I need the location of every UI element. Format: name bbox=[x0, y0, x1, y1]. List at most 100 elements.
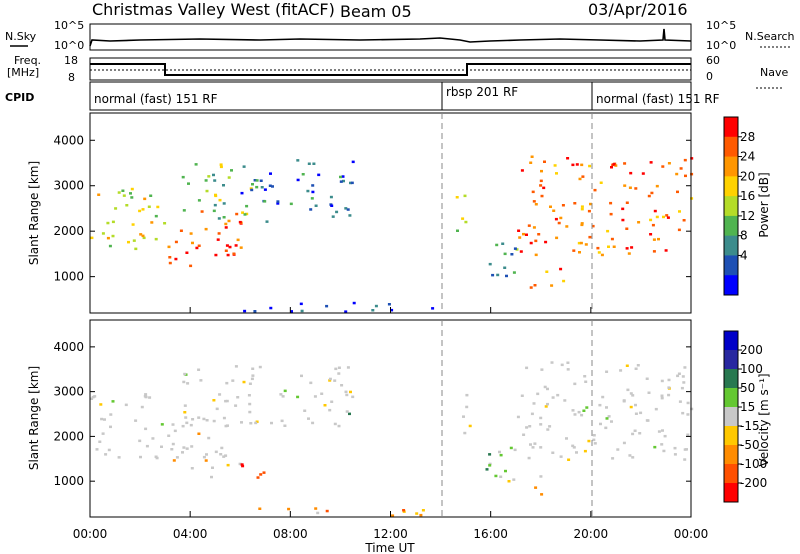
velocity-region-9 bbox=[534, 475, 544, 496]
range-cell bbox=[226, 463, 230, 467]
range-cell bbox=[554, 217, 558, 221]
colorbar-swatch bbox=[724, 464, 738, 484]
range-cell bbox=[686, 413, 690, 416]
range-cell bbox=[172, 459, 176, 462]
range-cell bbox=[269, 172, 272, 175]
y-tick-label: 2000 bbox=[53, 429, 84, 443]
range-cell bbox=[254, 421, 258, 425]
range-cell bbox=[148, 396, 152, 399]
range-cell bbox=[534, 253, 538, 257]
range-cell bbox=[122, 194, 126, 197]
range-cell bbox=[534, 486, 538, 489]
range-cell bbox=[134, 247, 138, 251]
range-cell bbox=[542, 186, 546, 190]
range-cell bbox=[139, 455, 142, 459]
range-cell bbox=[599, 422, 602, 426]
range-cell bbox=[565, 437, 568, 440]
range-cell bbox=[325, 509, 329, 513]
range-cell bbox=[584, 243, 588, 246]
range-cell bbox=[144, 393, 148, 396]
range-cell bbox=[125, 204, 129, 207]
range-cell bbox=[647, 194, 651, 198]
range-cell bbox=[214, 450, 218, 454]
nsky-panel-frame bbox=[89, 23, 692, 51]
range-cell bbox=[580, 163, 584, 167]
nsky-tick-low: 10^0 bbox=[54, 39, 84, 52]
freq-label-1: Freq. bbox=[14, 54, 41, 67]
range-cell bbox=[596, 246, 600, 250]
range-cell bbox=[138, 209, 142, 213]
colorbar-tick-label: 24 bbox=[740, 150, 755, 164]
range-cell bbox=[557, 221, 561, 225]
y-tick-label: 4000 bbox=[53, 133, 84, 147]
range-cell bbox=[667, 162, 671, 165]
range-cell bbox=[534, 239, 538, 243]
range-cell bbox=[543, 160, 546, 163]
range-cell bbox=[93, 395, 97, 398]
range-cell bbox=[532, 226, 536, 229]
range-cell bbox=[581, 175, 585, 178]
colorbar-tick-label: 200 bbox=[740, 343, 763, 357]
range-cell bbox=[279, 393, 283, 396]
range-cell bbox=[609, 201, 613, 205]
range-cell bbox=[387, 303, 391, 306]
range-cell bbox=[95, 448, 99, 451]
range-cell bbox=[520, 394, 524, 397]
range-cell bbox=[371, 309, 375, 312]
colorbar-swatch bbox=[724, 275, 738, 296]
range-cell bbox=[154, 214, 158, 218]
range-cell bbox=[249, 187, 253, 190]
range-cell bbox=[245, 212, 249, 216]
range-cell bbox=[592, 438, 596, 442]
range-cell bbox=[248, 382, 252, 385]
range-cell bbox=[653, 445, 657, 449]
y-tick-label: 3000 bbox=[53, 179, 84, 193]
cpid-mode-3: normal (fast) 151 RF bbox=[596, 92, 720, 106]
range-cell bbox=[555, 172, 558, 175]
range-cell bbox=[573, 413, 577, 416]
range-cell bbox=[575, 163, 579, 166]
colorbar-swatch bbox=[724, 255, 738, 276]
range-cell bbox=[160, 423, 164, 426]
range-cell bbox=[234, 365, 238, 368]
range-cell bbox=[204, 179, 208, 182]
range-cell bbox=[117, 191, 121, 194]
colorbar-swatch bbox=[724, 215, 738, 237]
range-cell bbox=[580, 207, 584, 211]
range-cell bbox=[461, 217, 465, 220]
y-tick-label: 4000 bbox=[53, 340, 84, 354]
range-cell bbox=[197, 416, 201, 419]
range-cell bbox=[296, 178, 300, 182]
range-cell bbox=[631, 456, 635, 459]
range-cell bbox=[530, 412, 534, 416]
range-cell bbox=[280, 419, 284, 423]
range-cell bbox=[224, 222, 228, 226]
range-cell bbox=[349, 390, 352, 394]
range-cell bbox=[243, 213, 247, 216]
range-cell bbox=[607, 245, 610, 248]
range-cell bbox=[623, 162, 627, 165]
range-cell bbox=[625, 227, 629, 230]
range-cell bbox=[205, 419, 209, 422]
range-cell bbox=[539, 446, 543, 449]
range-cell bbox=[167, 245, 171, 249]
power-panel-bg bbox=[90, 113, 691, 313]
range-cell bbox=[270, 421, 273, 425]
nsky-label: N.Sky bbox=[5, 30, 37, 43]
range-cell bbox=[168, 256, 172, 259]
range-cell bbox=[211, 466, 214, 469]
range-cell bbox=[131, 223, 135, 226]
range-cell bbox=[577, 410, 581, 414]
range-cell bbox=[527, 456, 531, 460]
range-cell bbox=[636, 364, 640, 367]
range-cell bbox=[677, 372, 681, 375]
range-cell bbox=[218, 393, 222, 396]
velocity-region-4 bbox=[248, 365, 355, 428]
range-cell bbox=[106, 236, 110, 240]
range-cell bbox=[134, 419, 138, 422]
range-cell bbox=[238, 220, 242, 224]
range-cell bbox=[234, 244, 238, 247]
range-cell bbox=[597, 251, 601, 254]
range-cell bbox=[262, 471, 266, 474]
range-cell bbox=[544, 405, 548, 408]
